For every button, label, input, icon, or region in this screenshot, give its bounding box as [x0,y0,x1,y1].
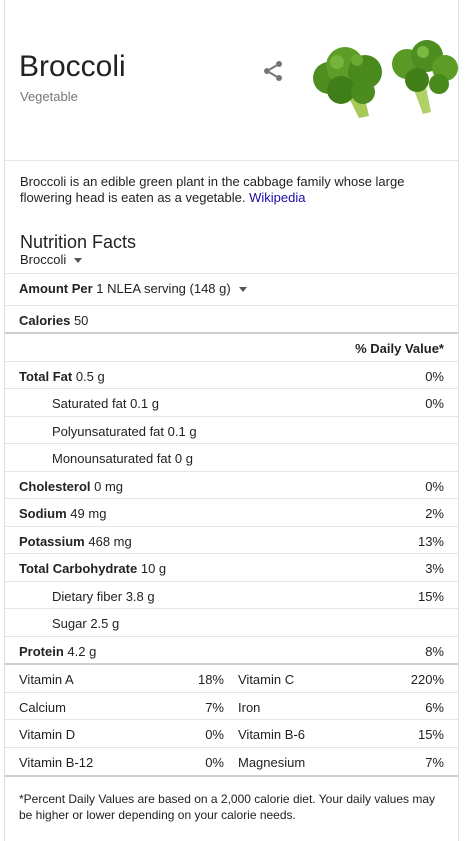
vitamin-dv: 220% [410,672,444,687]
nutrient-amount: 3.8 g [125,589,155,604]
nutrient-amount: 0.1 g [167,424,197,439]
vitamin-row: Vitamin B-12 0% Magnesium 7% [5,747,458,774]
vitamin-dv: 0% [205,727,224,742]
nutrient-row: Sodium 49 mg 2% [5,498,458,525]
description: Broccoli is an edible green plant in the… [20,174,445,206]
wikipedia-link[interactable]: Wikipedia [249,190,306,205]
nutrient-amount: 0 mg [94,479,124,494]
vitamin-label: Magnesium [238,755,306,770]
food-category: Vegetable [20,89,78,104]
daily-value-header: % Daily Value* [355,341,444,356]
description-text: Broccoli is an edible green plant in the… [20,174,405,205]
nutrient-dv: 0% [425,479,444,494]
nutrient-amount: 10 g [140,561,167,576]
nutrient-row: Potassium 468 mg 13% [5,526,458,553]
nutrient-dv: 2% [425,506,444,521]
nutrient-row: Monounsaturated fat 0 g [5,443,458,470]
share-icon[interactable] [261,59,285,83]
calories-label: Calories [19,313,71,328]
card-header: Broccoli Vegetable [5,0,458,161]
calories-row: Calories 50 [5,305,458,332]
vitamin-row: Vitamin D 0% Vitamin B-6 15% [5,719,458,746]
daily-value-header-row: % Daily Value* [5,332,458,359]
vitamin-label: Vitamin B-6 [238,727,305,742]
vitamin-dv: 15% [417,727,444,742]
vitamin-label: Calcium [19,700,66,715]
vitamin-dv: 6% [425,700,444,715]
nutrient-label: Total Fat [19,369,73,384]
knowledge-card: Broccoli Vegetable [4,0,459,841]
nutrient-amount: 0 g [174,451,193,466]
nutrient-amount: 2.5 g [90,616,120,631]
chevron-down-icon [238,287,247,293]
serving-size: 1 NLEA serving (148 g) [96,281,231,296]
vitamin-label: Vitamin D [19,727,76,742]
food-dropdown[interactable]: Broccoli [20,252,83,267]
vitamin-dv: 7% [425,755,444,770]
nutrient-label: Dietary fiber [52,589,123,604]
nutrient-amount: 49 mg [70,506,107,521]
nutrient-dv: 0% [425,396,444,411]
calories-value: 50 [73,313,89,328]
nutrient-label: Sodium [19,506,67,521]
serving-row[interactable]: Amount Per 1 NLEA serving (148 g) [5,273,458,300]
nutrient-row: Saturated fat 0.1 g 0% [5,388,458,415]
food-dropdown-label: Broccoli [20,252,67,267]
nutrient-label: Protein [19,644,64,659]
nutrient-label: Monounsaturated fat [52,451,172,466]
nutrient-dv: 13% [417,534,444,549]
vitamin-dv: 7% [205,700,224,715]
serving-selector[interactable]: Amount Per 1 NLEA serving (148 g) [19,281,247,296]
nutrient-row: Protein 4.2 g 8% [5,636,458,663]
vitamin-dv: 0% [205,755,224,770]
vitamin-row: Calcium 7% Iron 6% [5,692,458,719]
nutrient-dv: 15% [417,589,444,604]
nutrition-facts-title: Nutrition Facts [20,232,137,252]
nutrient-row: Dietary fiber 3.8 g 15% [5,581,458,608]
nutrient-row: Polyunsaturated fat 0.1 g [5,416,458,443]
nutrient-amount: 4.2 g [67,644,97,659]
vitamin-label: Vitamin A [19,672,74,687]
nutrient-dv: 3% [425,561,444,576]
nutrient-dv: 8% [425,644,444,659]
amount-per-label: Amount Per [19,281,93,296]
nutrient-label: Potassium [19,534,85,549]
broccoli-image[interactable] [307,38,459,124]
nutrient-label: Cholesterol [19,479,91,494]
nutrient-row: Total Fat 0.5 g 0% [5,361,458,388]
nutrient-amount: 468 mg [88,534,132,549]
nutrient-row: Cholesterol 0 mg 0% [5,471,458,498]
chevron-down-icon [74,258,83,264]
nutrient-label: Polyunsaturated fat [52,424,165,439]
vitamin-label: Iron [238,700,261,715]
food-title: Broccoli [19,50,126,83]
nutrient-row: Sugar 2.5 g [5,608,458,635]
nutrient-label: Sugar [52,616,87,631]
nutrient-amount: 0.5 g [75,369,105,384]
nutrient-label: Total Carbohydrate [19,561,138,576]
nutrient-row: Total Carbohydrate 10 g 3% [5,553,458,580]
vitamin-label: Vitamin B-12 [19,755,94,770]
nutrient-amount: 0.1 g [130,396,159,411]
nutrient-label: Saturated fat [52,396,127,411]
vitamin-row: Vitamin A 18% Vitamin C 220% [5,663,458,692]
vitamin-dv: 18% [197,672,224,687]
vitamin-label: Vitamin C [238,672,295,687]
daily-value-footnote: *Percent Daily Values are based on a 2,0… [5,775,458,823]
nutrient-dv: 0% [425,369,444,384]
